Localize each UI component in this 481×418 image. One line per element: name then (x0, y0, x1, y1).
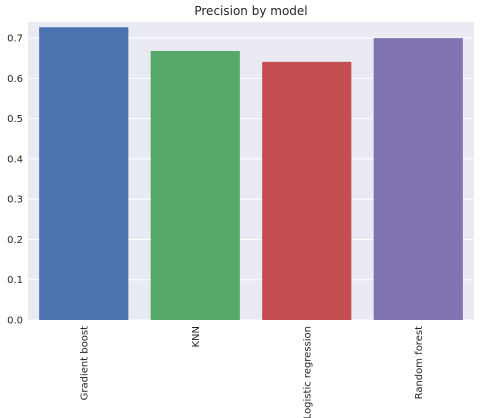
y-tick-label: 0.2 (7, 235, 23, 246)
y-tick-label: 0.5 (7, 114, 23, 125)
x-tick-label: Gradient boost (79, 326, 90, 400)
bar-knn (150, 50, 240, 320)
bar-gradient-boost (39, 27, 129, 320)
y-tick-label: 0.1 (7, 275, 23, 286)
y-tick-label: 0.7 (7, 34, 23, 45)
y-tick-label: 0.0 (7, 316, 23, 327)
x-tick-label: KNN (191, 326, 202, 348)
bar-random-forest (373, 38, 463, 321)
x-tick-label: Random forest (414, 326, 425, 399)
y-tick-label: 0.6 (7, 74, 23, 85)
y-tick-label: 0.4 (7, 154, 23, 165)
x-tick-labels: Gradient boost KNN Logistic regression Rand… (79, 326, 425, 418)
y-tick-label: 0.3 (7, 195, 23, 206)
chart-title: Precision by model (194, 4, 307, 18)
bars (39, 27, 463, 321)
x-tick-label: Logistic regression (302, 326, 313, 418)
bar-logistic-regression (262, 61, 352, 321)
y-tick-labels: 0.0 0.1 0.2 0.3 0.4 0.5 0.6 0.7 (7, 34, 23, 327)
